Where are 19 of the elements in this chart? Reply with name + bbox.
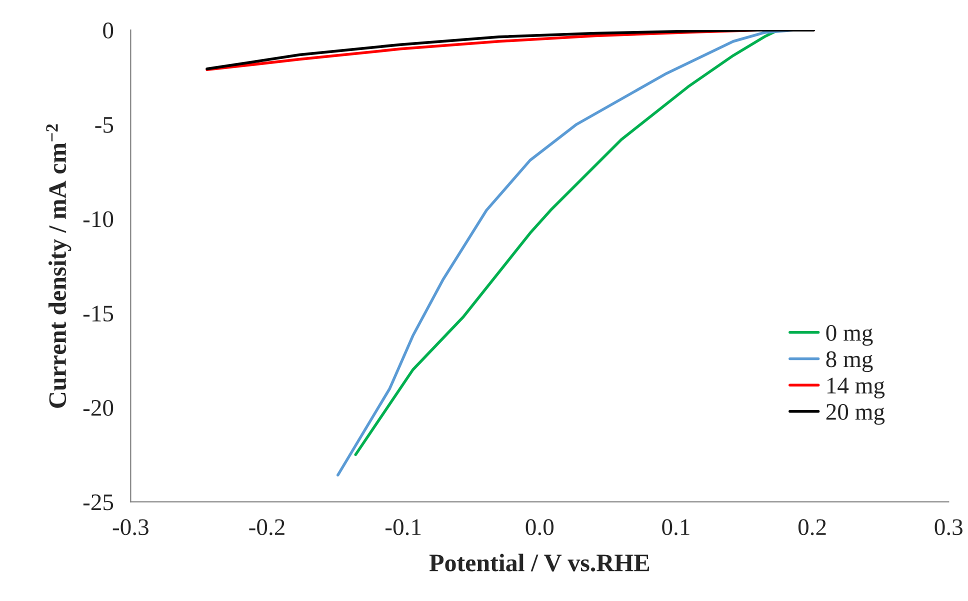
x-tick-label: -0.1 [386, 519, 421, 536]
x-tick-label: 0.3 [934, 519, 962, 536]
x-tick-label: 0.1 [662, 519, 690, 536]
x-tick-label: -0.2 [249, 519, 284, 536]
y-tick-label: -10 [83, 211, 114, 228]
y-tick-label: -25 [83, 494, 114, 510]
legend-label: 8 mg [826, 351, 873, 372]
y-axis-title: Current density / mA cm$^{−2}$ [46, 124, 72, 408]
legend-label: 20 mg [826, 404, 885, 425]
x-tick-label: 0.0 [526, 519, 554, 536]
y-tick-label: -20 [83, 400, 114, 416]
legend-label: 0 mg [826, 324, 873, 346]
x-tick-label: 0.2 [798, 519, 826, 536]
x-axis-title: Potential / V vs.RHE [429, 554, 650, 572]
y-tick-label: 0 [103, 22, 114, 38]
x-tick-label: -0.3 [112, 519, 148, 536]
y-tick-label: -15 [83, 306, 114, 322]
y-tick-label: -5 [95, 117, 114, 133]
legend-label: 14 mg [827, 378, 885, 398]
